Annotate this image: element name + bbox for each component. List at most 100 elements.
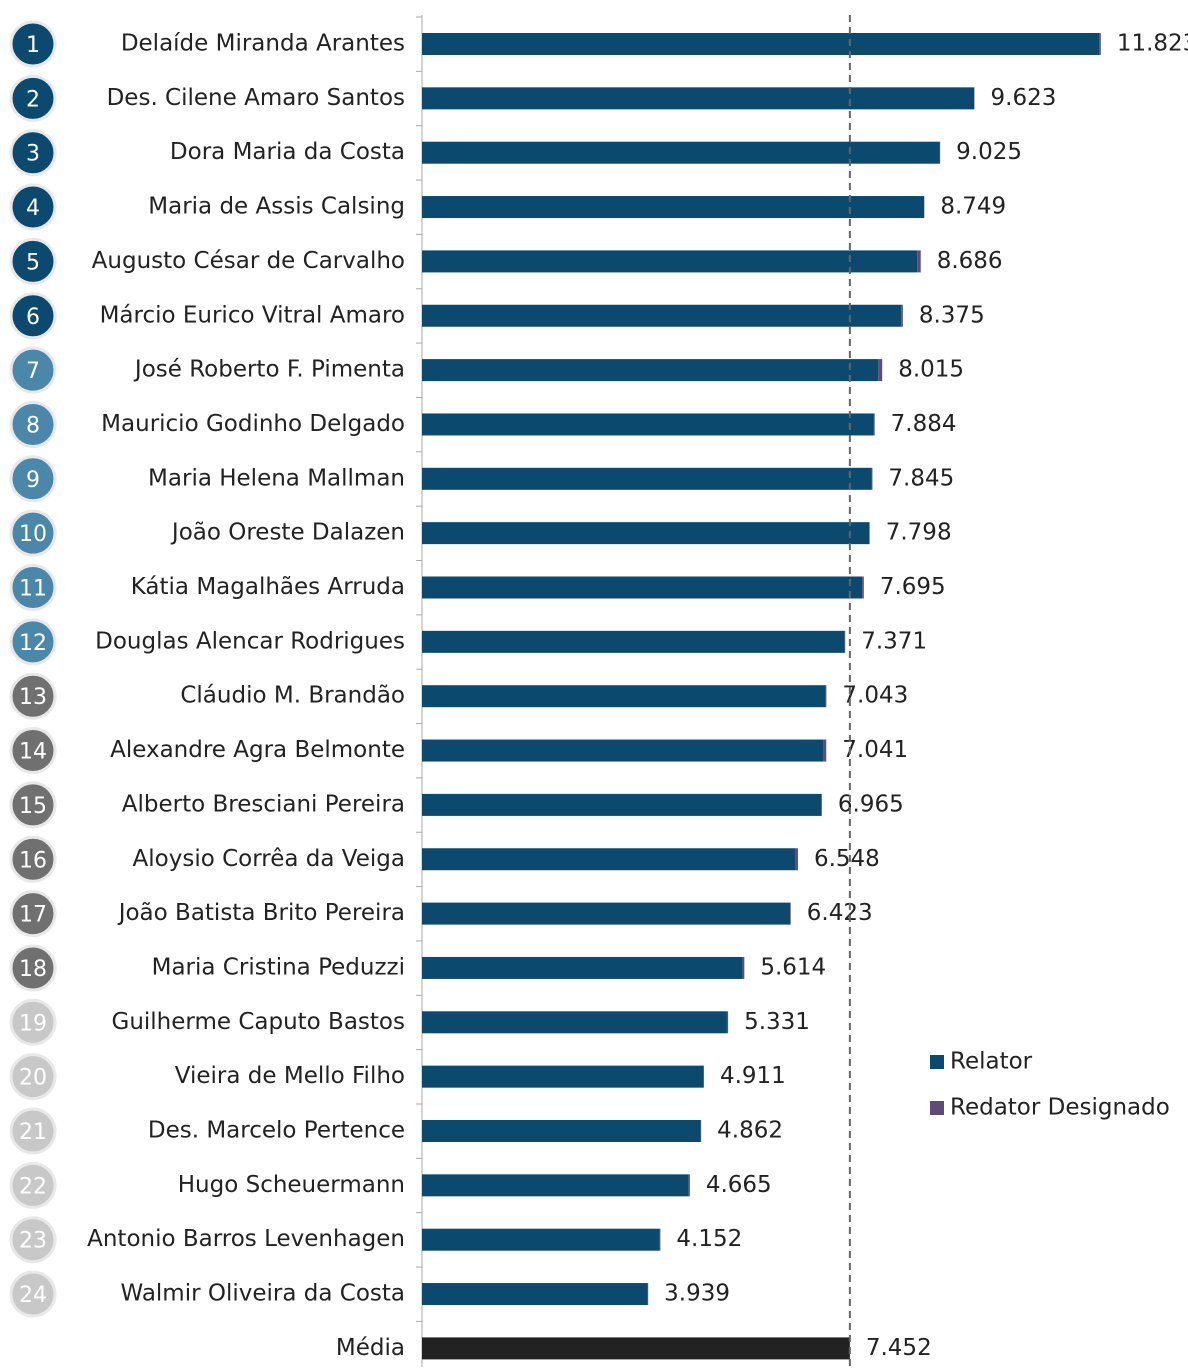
bar-segment [422,196,924,218]
total-label: 7.043 [842,683,908,709]
category-label: Maria Helena Mallman [148,465,405,491]
average-label: Média [336,1335,405,1361]
bar-segment [689,1174,690,1196]
rank-label: 11 [19,577,47,602]
bar-segment [845,631,846,653]
total-label: 7.695 [880,574,946,600]
total-label: 4.862 [717,1118,783,1144]
category-label: Maria de Assis Calsing [148,194,405,220]
bar-segment [422,1120,701,1142]
total-label: 4.152 [676,1226,742,1252]
category-label: João Batista Brito Pereira [117,900,405,926]
bar-segment [422,1011,727,1033]
category-label: Vieira de Mello Filho [175,1063,405,1089]
rank-label: 8 [26,413,40,438]
bar-segment [790,903,791,925]
total-label: 6.548 [814,846,880,872]
average-value-label: 7.452 [866,1335,932,1361]
total-label: 8.015 [898,357,964,383]
rank-label: 22 [19,1174,47,1199]
rank-label: 15 [19,794,47,819]
bar-segment [422,250,917,272]
bar-segment [422,740,823,762]
bar-segment [648,1283,649,1305]
category-label: Augusto César de Carvalho [92,248,405,274]
category-label: Guilherme Caputo Bastos [112,1009,406,1035]
bar-segment [878,359,882,381]
rank-label: 9 [26,468,40,493]
category-label: Alberto Bresciani Pereira [122,791,405,817]
category-label: João Oreste Dalazen [170,520,405,546]
category-label: Walmir Oliveira da Costa [121,1281,405,1307]
total-label: 4.665 [706,1172,772,1198]
category-label: Aloysio Corrêa da Veiga [133,846,405,872]
bar-segment [422,1229,660,1251]
category-label: Alexandre Agra Belmonte [110,737,405,763]
bar-segment [743,957,745,979]
total-label: 6.423 [807,900,873,926]
total-label: 9.025 [956,139,1022,165]
total-label: 5.331 [744,1009,810,1035]
total-label: 8.686 [937,248,1003,274]
rank-label: 19 [19,1011,47,1036]
rank-label: 16 [19,848,47,873]
category-label: Maria Cristina Peduzzi [152,954,405,980]
rank-label: 5 [26,250,40,275]
category-label: José Roberto F. Pimenta [133,357,405,383]
rank-label: 12 [19,631,47,656]
bar-segment [422,631,845,653]
category-label: Hugo Scheuermann [178,1172,405,1198]
rank-label: 2 [26,87,40,112]
bar-segment [727,1011,728,1033]
rank-label: 18 [19,957,47,982]
bar-segment [422,33,1099,55]
bar-segment [422,468,872,490]
rank-label: 3 [26,142,40,167]
total-label: 8.749 [940,194,1006,220]
bar-segment [422,794,821,816]
bar-segment [874,413,875,435]
total-label: 4.911 [720,1063,786,1089]
bar-segment [1099,33,1101,55]
category-label: Márcio Eurico Vitral Amaro [100,302,405,328]
rank-label: 21 [19,1120,47,1145]
bar-segment [422,685,826,707]
total-label: 7.371 [861,628,927,654]
total-label: 7.884 [891,411,957,437]
rank-label: 10 [19,522,47,547]
total-label: 7.798 [886,520,952,546]
bar-segment [422,522,869,544]
bar-segment [422,413,874,435]
rank-label: 14 [19,740,47,765]
legend-swatch [930,1101,944,1115]
rank-label: 4 [26,196,40,221]
bar-segment [422,142,940,164]
legend-label: Redator Designado [950,1095,1170,1121]
rank-label: 24 [19,1283,47,1308]
bar-segment [422,1174,689,1196]
bar-segment [422,305,901,327]
bar-segment [422,957,743,979]
bar-segment [660,1229,661,1251]
bar-segment [901,305,903,327]
category-label: Mauricio Godinho Delgado [101,411,405,437]
bar-segment [826,685,827,707]
category-label: Douglas Alencar Rodrigues [95,628,405,654]
bar-segment [422,87,974,109]
rank-label: 6 [26,305,40,330]
bar-segment [422,577,862,599]
category-label: Dora Maria da Costa [170,139,405,165]
rank-label: 1 [26,33,40,58]
total-label: 7.041 [842,737,908,763]
legend-swatch [930,1055,944,1069]
bar-segment [869,522,870,544]
total-label: 6.965 [838,791,904,817]
total-label: 7.845 [888,465,954,491]
bar-segment [862,577,864,599]
average-bar [422,1337,850,1359]
category-label: Des. Cilene Amaro Santos [107,85,405,111]
rank-label: 13 [19,685,47,710]
rank-label: 7 [26,359,40,384]
bar-segment [872,468,873,490]
